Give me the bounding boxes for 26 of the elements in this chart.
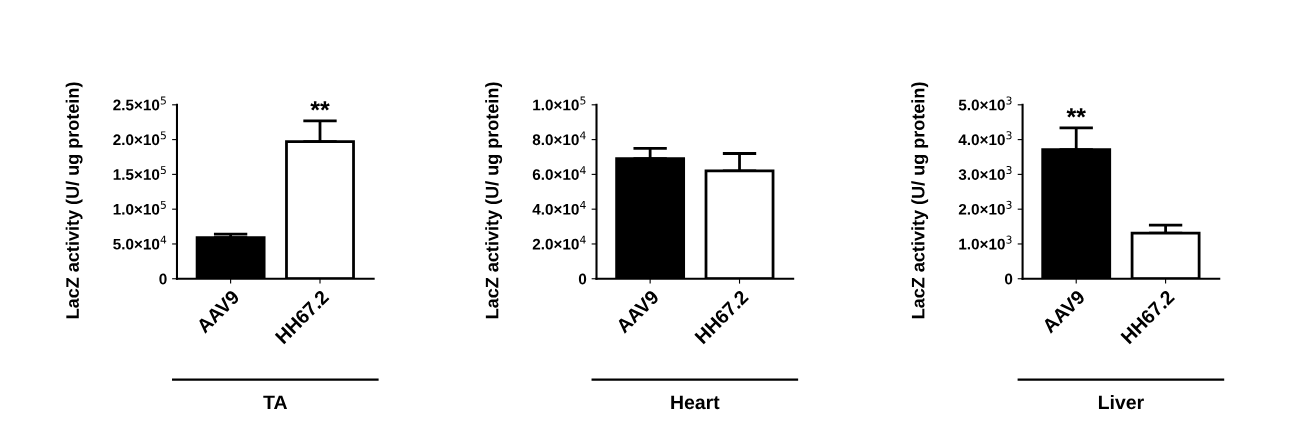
y-axis-title: LacZ activity (U/ ug protein)	[65, 82, 83, 319]
y-tick-label: 5.0×10$^{4}$	[113, 235, 167, 250]
annotation: **	[1066, 108, 1086, 118]
y-tick-label: 1.0×10$^{3}$	[959, 235, 1012, 250]
y-tick-label: 5.0×10$^{3}$	[958, 96, 1012, 111]
x-axis-title: Heart	[671, 395, 720, 410]
y-tick-label: 1.0×10$^{5}$	[533, 96, 586, 111]
y-tick-label: 4.0×10$^{4}$	[532, 200, 586, 215]
y-tick-label: 2.5×10$^{5}$	[113, 96, 166, 111]
y-tick-label: 6.0×10$^{4}$	[532, 166, 586, 180]
y-tick-label: 4.0×10$^{3}$	[958, 131, 1012, 146]
y-tick-label: 2.0×10$^{3}$	[958, 200, 1012, 215]
y-tick-label: 0	[159, 273, 167, 285]
y-axis-title: LacZ activity (U/ ug protein)	[485, 82, 503, 319]
annotation: **	[310, 101, 330, 111]
y-tick-label: 2.0×10$^{4}$	[532, 235, 586, 250]
y-tick-label: 1.5×10$^{5}$	[113, 166, 166, 180]
y-tick-label: 0	[578, 273, 587, 285]
y-tick-label: 0	[1004, 273, 1013, 285]
x-axis-title: TA	[263, 395, 288, 410]
y-tick-label: 2.0×10$^{5}$	[113, 131, 166, 146]
y-tick-label: 1.0×10$^{5}$	[113, 200, 166, 215]
x-axis-title: Liver	[1098, 394, 1144, 410]
y-axis-title: LacZ activity (U/ ug protein)	[911, 82, 929, 319]
y-tick-label: 3.0×10$^{3}$	[958, 166, 1012, 180]
y-tick-label: 8.0×10$^{4}$	[532, 131, 586, 146]
